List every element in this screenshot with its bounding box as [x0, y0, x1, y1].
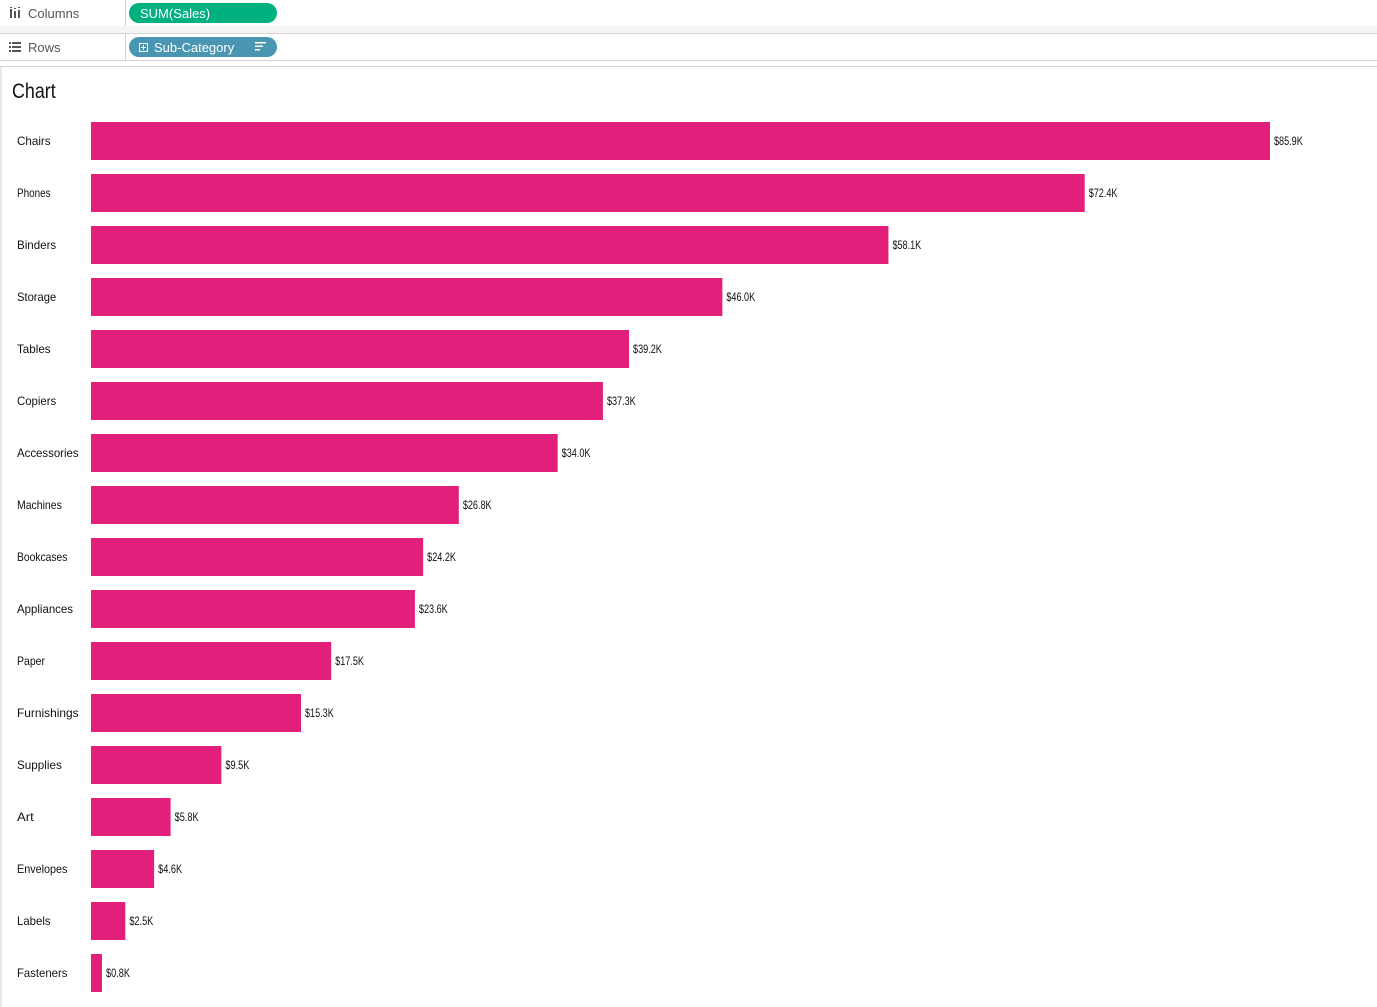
value-label: $4.6K [158, 862, 182, 876]
category-label[interactable]: Binders [17, 238, 56, 252]
category-label[interactable]: Supplies [17, 758, 62, 772]
sheet-title: Chart [12, 80, 56, 103]
view-area [0, 66, 1377, 1007]
rows-shelf-icon [8, 40, 22, 54]
bar-machines[interactable] [91, 486, 459, 524]
bar-furnishings[interactable] [91, 694, 301, 732]
sum-sales-pill[interactable]: SUM(Sales) [129, 3, 277, 23]
value-label: $26.8K [463, 498, 492, 512]
bar-chairs[interactable] [91, 122, 1270, 160]
bar-envelopes[interactable] [91, 850, 155, 888]
value-label: $24.2K [427, 550, 456, 564]
bar-phones[interactable] [91, 174, 1085, 212]
value-label: $58.1K [892, 238, 921, 252]
rows-shelf[interactable]: Rows Sub-Category [0, 33, 1377, 61]
bar-storage[interactable] [91, 278, 723, 316]
value-label: $85.9K [1274, 134, 1303, 148]
category-label[interactable]: Machines [17, 498, 62, 512]
value-label: $72.4K [1089, 186, 1118, 200]
category-label[interactable]: Copiers [17, 394, 56, 408]
bar-labels[interactable] [91, 902, 126, 940]
value-label: $34.0K [562, 446, 591, 460]
sort-descending-icon[interactable] [255, 41, 267, 53]
bar-binders[interactable] [91, 226, 889, 264]
value-label: $46.0K [726, 290, 755, 304]
value-label: $15.3K [305, 706, 334, 720]
sum-sales-pill-text: SUM(Sales) [140, 5, 211, 21]
value-label: $23.6K [419, 602, 448, 616]
sub-category-pill-text: Sub-Category [154, 39, 235, 55]
value-label: $9.5K [225, 758, 249, 772]
category-label[interactable]: Tables [17, 342, 51, 356]
bar-fasteners[interactable] [91, 954, 102, 992]
bar-appliances[interactable] [91, 590, 415, 628]
rows-shelf-label: Rows [0, 34, 126, 60]
bar-tables[interactable] [91, 330, 630, 368]
bar-paper[interactable] [91, 642, 332, 680]
category-label[interactable]: Appliances [17, 602, 73, 616]
category-label[interactable]: Chairs [17, 134, 51, 148]
category-label[interactable]: Fasteners [17, 966, 67, 980]
bar-accessories[interactable] [91, 434, 558, 472]
category-label[interactable]: Labels [17, 914, 51, 928]
bar-art[interactable] [91, 798, 171, 836]
bar-copiers[interactable] [91, 382, 603, 420]
value-label: $37.3K [607, 394, 636, 408]
sub-category-pill[interactable]: Sub-Category [129, 37, 277, 57]
shelf-divider [0, 26, 1377, 33]
value-label: $39.2K [633, 342, 662, 356]
category-label[interactable]: Storage [17, 290, 57, 304]
shelves-area: Columns SUM(Sales) Rows Sub-Category [0, 0, 1377, 61]
expand-plus-icon[interactable] [139, 42, 148, 52]
category-label[interactable]: Phones [17, 186, 51, 200]
category-label[interactable]: Paper [17, 654, 45, 668]
value-label: $17.5K [335, 654, 364, 668]
category-label[interactable]: Furnishings [17, 706, 79, 720]
category-label[interactable]: Envelopes [17, 862, 67, 876]
value-label: $2.5K [129, 914, 153, 928]
bar-bookcases[interactable] [91, 538, 424, 576]
category-label[interactable]: Accessories [17, 446, 79, 460]
value-label: $5.8K [175, 810, 199, 824]
category-label[interactable]: Art [17, 810, 35, 824]
rows-label-text: Rows [28, 39, 61, 55]
category-label[interactable]: Bookcases [17, 550, 67, 564]
value-label: $0.8K [106, 966, 130, 980]
columns-label-text: Columns [28, 5, 80, 21]
bar-supplies[interactable] [91, 746, 222, 784]
columns-shelf-label: Columns [0, 0, 126, 26]
columns-shelf-icon [8, 6, 22, 20]
